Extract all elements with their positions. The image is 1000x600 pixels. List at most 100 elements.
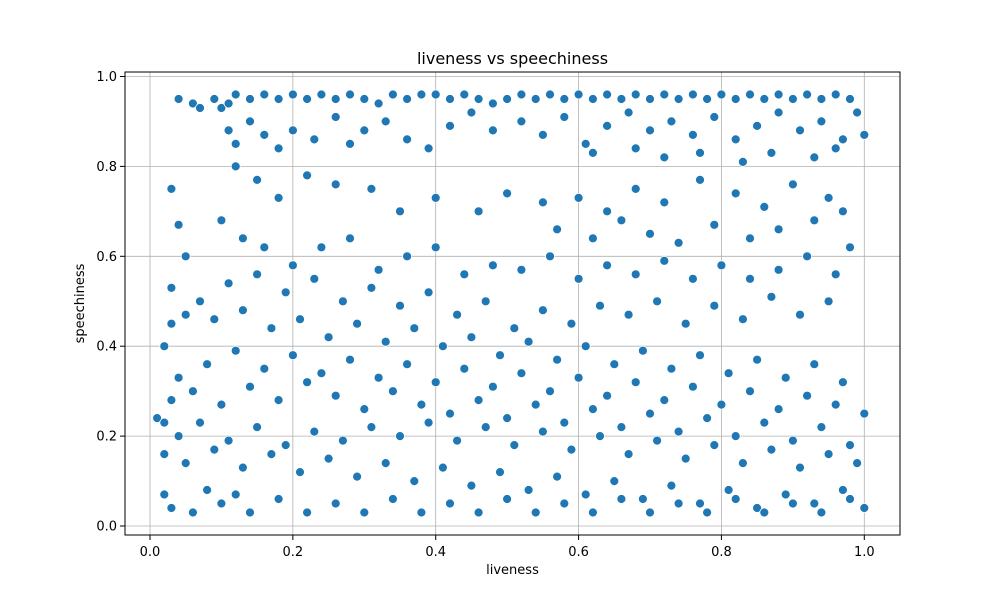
- data-point: [366, 282, 377, 293]
- data-point: [702, 94, 712, 104]
- data-point: [359, 404, 370, 415]
- data-point: [195, 296, 205, 307]
- data-point: [716, 399, 727, 410]
- data-point: [830, 399, 841, 410]
- data-point: [709, 219, 720, 230]
- y-tick-label: 0.8: [96, 160, 117, 175]
- data-point: [516, 89, 527, 100]
- data-point: [695, 350, 705, 361]
- data-point: [816, 422, 827, 433]
- data-point: [538, 197, 548, 208]
- data-point: [673, 94, 684, 104]
- data-point: [266, 449, 277, 460]
- data-point: [502, 413, 513, 424]
- data-point: [645, 94, 655, 104]
- x-axis-label: liveness: [486, 563, 539, 578]
- data-point: [838, 377, 848, 388]
- data-point: [387, 386, 398, 397]
- data-point: [487, 125, 498, 136]
- data-point: [302, 507, 313, 518]
- data-point: [659, 395, 670, 406]
- data-point: [366, 183, 377, 194]
- y-tick-label: 1.0: [96, 70, 117, 85]
- data-point: [538, 426, 548, 437]
- data-point: [159, 449, 170, 460]
- gridlines: [125, 72, 900, 535]
- data-point: [759, 417, 770, 428]
- data-point: [180, 458, 191, 469]
- data-point: [602, 89, 612, 100]
- data-point: [773, 404, 784, 415]
- data-point: [237, 462, 248, 473]
- data-point: [287, 89, 298, 100]
- data-point: [609, 476, 620, 487]
- data-point: [845, 494, 855, 504]
- data-point: [659, 197, 670, 208]
- data-point: [809, 498, 820, 509]
- data-point: [223, 435, 234, 446]
- data-point: [195, 103, 205, 113]
- data-point: [602, 206, 612, 217]
- data-point: [230, 161, 241, 172]
- y-tick-label: 0.2: [96, 430, 117, 445]
- data-point: [373, 98, 384, 109]
- data-point: [616, 215, 627, 226]
- data-point: [245, 94, 255, 104]
- data-point: [409, 323, 420, 334]
- data-point: [609, 359, 620, 370]
- data-point: [323, 453, 334, 464]
- data-point: [652, 296, 662, 307]
- data-point: [573, 372, 584, 383]
- data-point: [502, 188, 513, 199]
- data-point: [788, 179, 798, 190]
- data-point: [652, 435, 662, 446]
- data-point: [223, 125, 234, 136]
- data-point: [452, 309, 463, 320]
- data-point: [373, 264, 384, 275]
- data-point: [473, 94, 484, 104]
- data-point: [580, 489, 591, 500]
- data-point: [738, 314, 748, 325]
- data-point: [666, 363, 677, 374]
- data-point: [380, 116, 391, 127]
- data-point: [466, 332, 477, 343]
- data-point: [830, 269, 841, 280]
- data-point: [645, 408, 655, 419]
- data-point: [259, 363, 270, 374]
- data-point: [623, 107, 634, 118]
- data-point: [716, 260, 727, 271]
- data-point: [280, 287, 291, 298]
- data-point: [695, 174, 705, 185]
- data-point: [416, 89, 427, 100]
- data-point: [316, 368, 327, 379]
- data-point: [859, 408, 870, 419]
- data-point: [838, 485, 848, 495]
- data-point: [780, 372, 791, 383]
- data-point: [573, 89, 584, 100]
- data-point: [723, 485, 734, 495]
- data-point: [602, 121, 612, 131]
- data-point: [659, 255, 670, 266]
- data-point: [680, 453, 691, 464]
- data-point: [252, 422, 263, 433]
- x-tick-label: 0.6: [568, 545, 589, 560]
- data-point: [159, 417, 170, 428]
- data-point: [645, 507, 655, 518]
- data-point: [766, 147, 777, 158]
- data-point: [395, 431, 405, 442]
- data-point: [345, 89, 355, 100]
- data-point: [459, 89, 470, 100]
- data-point: [688, 129, 698, 140]
- data-point: [302, 170, 313, 181]
- data-point: [216, 399, 227, 410]
- data-point: [709, 112, 720, 122]
- data-point: [780, 489, 791, 500]
- data-point: [745, 233, 755, 244]
- data-point: [680, 318, 691, 329]
- data-point: [245, 381, 255, 392]
- data-point: [673, 237, 684, 248]
- data-point: [209, 444, 220, 455]
- data-point: [366, 422, 377, 433]
- data-point: [859, 129, 870, 140]
- data-point: [273, 143, 284, 154]
